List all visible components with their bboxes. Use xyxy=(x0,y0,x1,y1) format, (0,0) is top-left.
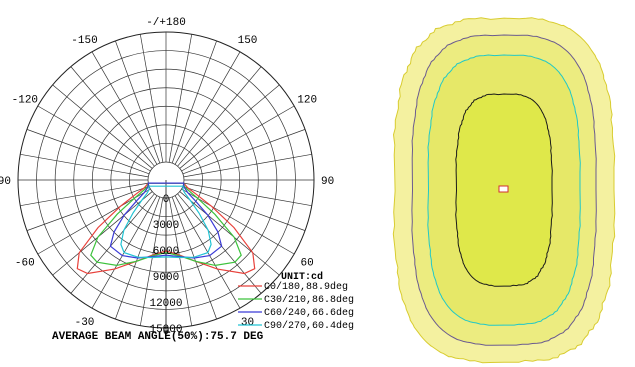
angle-label: -30 xyxy=(75,317,95,329)
legend-label: C30/210,86.8deg xyxy=(264,294,354,306)
polar-spoke xyxy=(70,66,155,167)
polar-spoke xyxy=(183,153,312,178)
polar-spoke xyxy=(37,105,151,172)
angle-label: -90 xyxy=(0,176,11,188)
polar-spoke xyxy=(168,197,193,326)
radial-tick-label: 0 xyxy=(163,194,170,206)
luminaire-marker xyxy=(498,185,509,193)
angle-label: -/+180 xyxy=(146,17,186,29)
polar-spoke xyxy=(91,195,158,309)
polar-spoke xyxy=(177,66,262,167)
polar-spoke xyxy=(20,153,149,178)
unit-label: UNIT:cd xyxy=(281,271,323,283)
polar-spoke xyxy=(182,185,306,231)
angle-label: 90 xyxy=(321,176,334,188)
radial-tick-label: 3000 xyxy=(153,220,179,232)
angle-label: 0 xyxy=(163,326,170,338)
polar-spoke xyxy=(183,182,312,207)
polar-candela-chart: -/+180 150 -150 120 -120 90 -90 60 -60 30 -30 0 0 30… xyxy=(0,17,354,343)
polar-spoke xyxy=(139,197,164,326)
polar-spoke xyxy=(52,84,153,169)
angle-label: -60 xyxy=(15,258,35,270)
polar-spoke xyxy=(37,188,151,255)
angle-label: 120 xyxy=(297,95,317,107)
legend-label: C90/270,60.4deg xyxy=(264,320,354,332)
polar-spoke xyxy=(168,34,193,163)
series-curve-1 xyxy=(90,182,242,267)
series-curve-2 xyxy=(109,182,223,259)
angle-label: 60 xyxy=(301,258,314,270)
distribution-curves xyxy=(76,182,256,275)
angle-label: -120 xyxy=(12,95,38,107)
polar-spoke xyxy=(26,129,150,175)
polar-spoke xyxy=(179,191,280,276)
isolux-diagram xyxy=(392,17,616,364)
radial-tick-label: 9000 xyxy=(153,272,179,284)
beam-angle-caption: AVERAGE BEAM ANGLE(50%):75.7 DEG xyxy=(52,331,264,343)
polar-spoke xyxy=(174,51,241,165)
angle-label: -150 xyxy=(71,35,97,47)
polar-spoke xyxy=(26,185,150,231)
polar-spoke xyxy=(174,195,241,309)
series-curve-3 xyxy=(120,185,212,259)
radial-tick-label: 6000 xyxy=(153,246,179,258)
polar-spoke xyxy=(52,191,153,276)
polar-grid xyxy=(17,31,315,329)
polar-spoke xyxy=(179,84,280,169)
polar-spoke xyxy=(115,40,161,164)
radial-tick-label: 15000 xyxy=(149,324,182,336)
polar-spoke xyxy=(182,129,306,175)
angle-label: 150 xyxy=(238,35,258,47)
polar-spoke xyxy=(177,193,262,294)
polar-spoke xyxy=(70,193,155,294)
radial-tick-label: 12000 xyxy=(149,298,182,310)
legend-label: C60/240,66.6deg xyxy=(264,307,354,319)
legend-label: C0/180,88.9deg xyxy=(264,281,348,293)
legend: C0/180,88.9degC30/210,86.8degC60/240,66.… xyxy=(238,281,354,332)
angle-labels: -/+180 150 -150 120 -120 90 -90 60 -60 30 -30 0 xyxy=(0,17,334,338)
angle-label: 30 xyxy=(241,317,254,329)
polar-spoke xyxy=(181,188,295,255)
radial-tick-labels: 0 3000 6000 9000 12000 15000 xyxy=(149,194,182,336)
series-curve-0 xyxy=(76,182,256,275)
polar-spoke xyxy=(171,40,217,164)
polar-spoke xyxy=(91,51,158,165)
polar-spoke xyxy=(20,182,149,207)
polar-spoke xyxy=(181,105,295,172)
polar-spoke xyxy=(139,34,164,163)
